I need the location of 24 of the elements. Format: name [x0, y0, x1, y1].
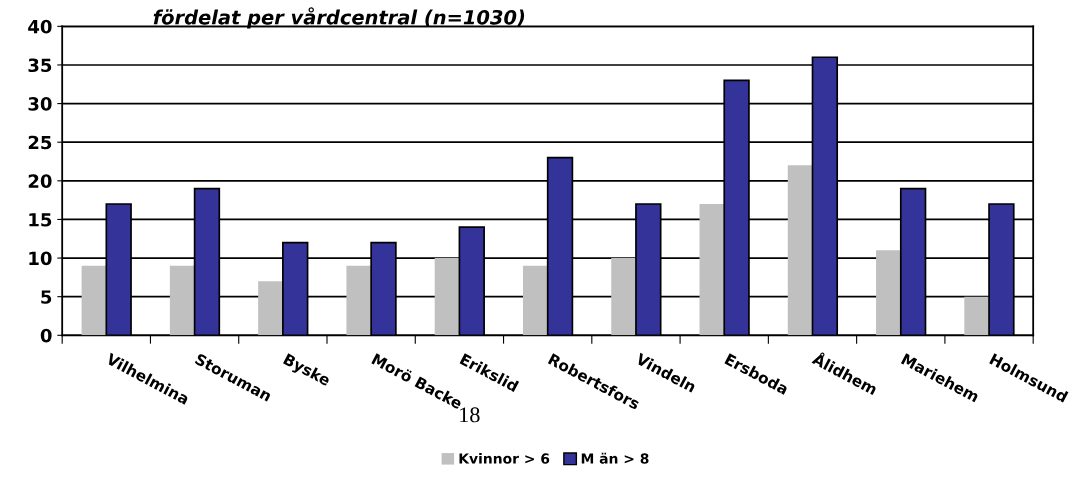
bar [787, 165, 813, 336]
bar [434, 258, 460, 336]
y-tick-label: 25 [28, 135, 52, 150]
chart-title: fördelat per vårdcentral (n=1030) [153, 7, 525, 29]
y-tick-label: 40 [28, 19, 52, 34]
y-tick-label: 15 [29, 213, 52, 227]
legend-label: Kvinnor > 6 [459, 453, 550, 464]
bar [169, 265, 195, 336]
bar [81, 265, 107, 336]
y-tick-label: 0 [40, 328, 52, 343]
bar [346, 265, 372, 336]
y-tick-label: 10 [29, 251, 52, 266]
y-tick-label: 5 [41, 290, 52, 304]
bar [611, 258, 636, 336]
bar [876, 250, 901, 336]
legend-label: M än > 8 [581, 452, 649, 464]
y-tick-label: 20 [28, 174, 52, 188]
text: 18 [460, 407, 480, 423]
bar [522, 265, 548, 336]
bar [699, 203, 725, 336]
y-tick-label: 30 [28, 97, 52, 111]
bar [258, 281, 283, 336]
y-tick-label: 35 [28, 58, 52, 73]
bar [964, 296, 990, 336]
